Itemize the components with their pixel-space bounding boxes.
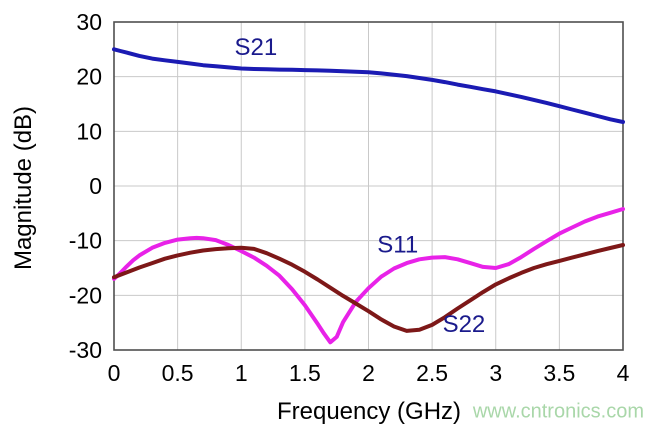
y-tick-label--10: -10 [69, 228, 102, 254]
x-tick-label-1.5: 1.5 [289, 360, 321, 386]
x-tick-label-0.5: 0.5 [162, 360, 194, 386]
curve-S21 [112, 47, 625, 124]
y-tick-label-30: 30 [76, 9, 102, 35]
y-tick-label--20: -20 [69, 282, 102, 308]
watermark: www.cntronics.com [472, 400, 644, 423]
y-tick-label-20: 20 [76, 64, 102, 90]
plot-border [113, 21, 624, 351]
y-tick-label-0: 0 [89, 173, 102, 199]
x-axis-title: Frequency (GHz) [276, 398, 462, 425]
x-tick-label-2: 2 [362, 360, 375, 386]
x-tick-label-3.5: 3.5 [543, 360, 575, 386]
y-tick-label-10: 10 [76, 118, 102, 144]
x-tick-label-1: 1 [235, 360, 248, 386]
series-label-S22: S22 [443, 311, 486, 338]
curve-S22 [112, 243, 625, 333]
curve-S11 [112, 207, 625, 345]
y-tick-label--30: -30 [69, 337, 102, 363]
x-tick-label-0: 0 [108, 360, 121, 386]
series-label-S21: S21 [235, 34, 278, 61]
x-tick-label-4: 4 [617, 360, 630, 386]
x-tick-label-3: 3 [489, 360, 502, 386]
series-label-S11: S11 [377, 231, 418, 258]
x-tick-label-2.5: 2.5 [416, 360, 448, 386]
y-axis-title: Magnitude (dB) [10, 105, 37, 271]
